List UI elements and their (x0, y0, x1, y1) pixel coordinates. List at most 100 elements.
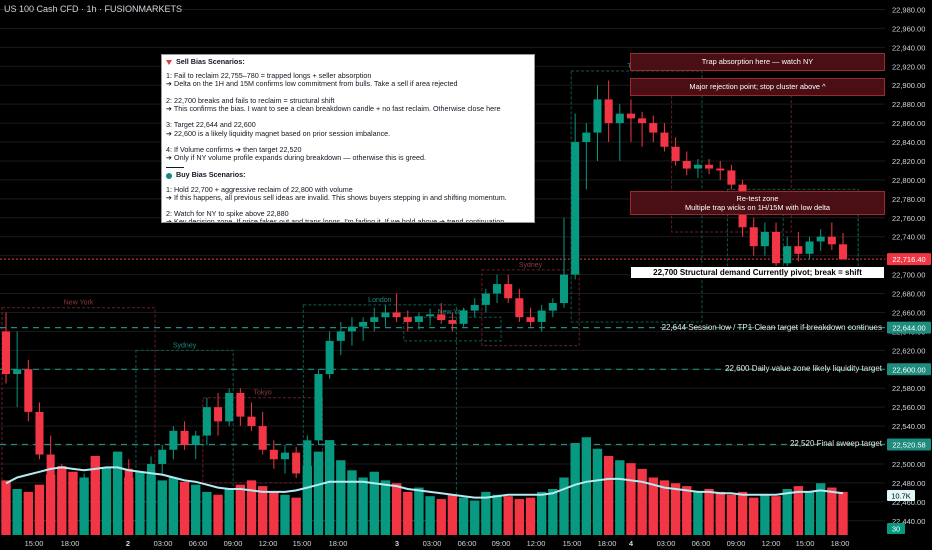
price-tick-label: 22,560.00 (892, 403, 925, 412)
price-tick-label: 22,760.00 (892, 214, 925, 223)
price-tick-label: 22,900.00 (892, 81, 925, 90)
candle (414, 312, 423, 330)
candle (124, 459, 133, 493)
structural-demand-box[interactable]: 22,700 Structural demand Currently pivot… (630, 266, 885, 279)
candle (191, 430, 200, 460)
time-tick-label: 18:00 (598, 539, 617, 548)
session-box (671, 94, 792, 233)
price-axis[interactable]: 22,440.00 22,460.00 22,480.00 22,500.00 22,5… (885, 0, 932, 550)
time-tick-label: 18:00 (831, 539, 850, 548)
level-label: 22,644 Session low / TP1 Clean target if… (661, 322, 882, 332)
candle (772, 222, 781, 275)
volume-bar (659, 480, 670, 535)
volume-bar (749, 497, 759, 535)
volume-bar (291, 497, 301, 535)
candle (805, 236, 814, 260)
volume-bar (358, 477, 368, 535)
time-tick-label: 03:00 (423, 539, 442, 548)
volume-bar (179, 481, 190, 535)
volume-bar (347, 470, 357, 535)
time-tick-label: 09:00 (224, 539, 243, 548)
candle (749, 217, 758, 256)
price-tick-label: 22,660.00 (892, 308, 925, 317)
notes-divider (166, 167, 184, 169)
candle (225, 388, 234, 427)
volume-bar (146, 474, 156, 535)
candle-body (794, 246, 803, 254)
candle (783, 236, 792, 269)
level-price-tag (887, 321, 931, 334)
level-price-tag-text: 22,600.00 (892, 365, 925, 374)
candle-body (35, 411, 44, 455)
major-rejection-box[interactable]: Major rejection point; stop cluster abov… (630, 78, 885, 96)
volume-bar (715, 491, 725, 535)
scenario-notes[interactable]: Sell Bias Scenarios: 1: Fail to reclaim … (161, 54, 535, 223)
retest-zone-box[interactable]: Re-test zone Multiple trap wicks on 1H/1… (630, 191, 885, 215)
candle-body (604, 99, 613, 124)
time-tick-label: 06:00 (189, 539, 208, 548)
candle-body (236, 392, 245, 417)
candle-body (783, 246, 792, 264)
candle-body (280, 452, 290, 460)
volume-bar (269, 491, 279, 535)
time-tick-label: 12:00 (762, 539, 781, 548)
candle (604, 80, 613, 143)
candle (68, 487, 77, 521)
volume-ma-path (5, 466, 844, 499)
candle (426, 308, 435, 326)
volume-bar (246, 480, 257, 535)
candle (13, 331, 22, 408)
volume-bar (771, 496, 781, 535)
volume-bar (726, 494, 737, 535)
volume-bar (235, 484, 246, 535)
candle (794, 231, 803, 262)
time-tick-label: 15:00 (25, 539, 44, 548)
candle (760, 222, 769, 256)
volume-bar (1, 480, 11, 535)
volume-bar (191, 484, 201, 535)
volume-bar (581, 437, 592, 535)
session-box (1, 307, 156, 522)
candle (292, 446, 301, 479)
price-tick-label: 22,880.00 (892, 100, 925, 109)
candle (504, 274, 513, 304)
candle-body (303, 440, 312, 474)
level-price-tag-text: 22,520.58 (892, 440, 925, 449)
candle-body (504, 284, 513, 299)
candle-body (816, 236, 825, 242)
session-box (302, 304, 457, 522)
candle-body (13, 369, 22, 375)
time-tick-label: 12:00 (527, 539, 546, 548)
candle (626, 99, 635, 143)
volume-bar (548, 489, 558, 535)
volume-bar (135, 471, 145, 535)
volume-bar (414, 487, 424, 535)
candle (347, 317, 356, 346)
price-tick-label: 22,800.00 (892, 176, 925, 185)
candle-body (481, 293, 490, 305)
price-tick-label: 22,480.00 (892, 479, 925, 488)
candle (35, 402, 44, 460)
volume-bar (324, 440, 335, 535)
candle (537, 304, 546, 332)
price-tick-label: 22,580.00 (892, 384, 925, 393)
candle-body (582, 132, 591, 143)
candle (91, 468, 100, 507)
time-tick-label: 3 (395, 539, 399, 548)
volume-bar (157, 480, 167, 535)
session-label: Tokyo (254, 390, 272, 397)
time-axis[interactable]: 15:00 18:00 2 03:00 06:00 09:00 12:00 15:00 18:0… (0, 536, 885, 550)
candle (403, 310, 412, 332)
level-price-tag-text: 22,644.00 (892, 324, 925, 333)
candle-body (682, 160, 691, 169)
volume-bar (536, 491, 547, 535)
candle-body (202, 407, 211, 436)
volume-bar (458, 497, 469, 535)
volume-bar (447, 494, 458, 535)
candle-body (113, 468, 122, 488)
candle-body (191, 435, 200, 446)
candle (57, 463, 66, 507)
price-tick-label: 22,960.00 (892, 24, 925, 33)
trap-absorption-box[interactable]: Trap absorption here — watch NY (630, 53, 885, 71)
volume-bar (492, 494, 502, 535)
